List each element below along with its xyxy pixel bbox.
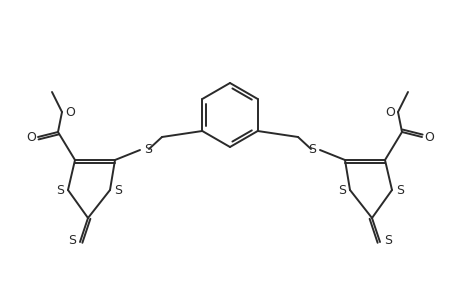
Text: S: S xyxy=(383,235,391,248)
Text: S: S xyxy=(56,184,64,196)
Text: S: S xyxy=(114,184,122,196)
Text: S: S xyxy=(308,142,315,155)
Text: S: S xyxy=(337,184,345,196)
Text: O: O xyxy=(65,106,75,118)
Text: S: S xyxy=(144,142,151,155)
Text: O: O xyxy=(423,130,433,143)
Text: O: O xyxy=(384,106,394,118)
Text: S: S xyxy=(68,235,76,248)
Text: O: O xyxy=(26,130,36,143)
Text: S: S xyxy=(395,184,403,196)
